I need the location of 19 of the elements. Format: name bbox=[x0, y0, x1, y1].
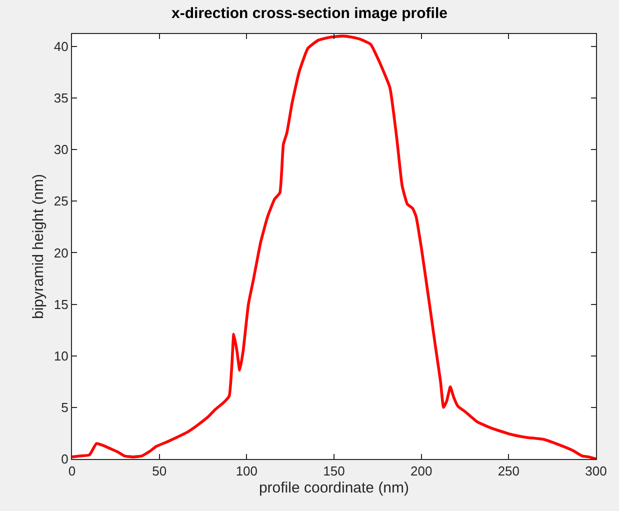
x-tick-label: 100 bbox=[236, 464, 258, 479]
y-tick-label: 10 bbox=[54, 348, 68, 364]
x-tick-label: 200 bbox=[410, 464, 432, 479]
y-tick-label: 40 bbox=[54, 38, 68, 54]
line-series bbox=[72, 34, 596, 459]
y-tick-label: 35 bbox=[54, 90, 68, 106]
x-tick-label: 250 bbox=[498, 464, 520, 479]
y-tick-label: 25 bbox=[54, 194, 68, 209]
y-tick-label: 0 bbox=[61, 452, 68, 467]
y-tick-label: 5 bbox=[61, 400, 68, 415]
x-tick-label: 300 bbox=[585, 464, 607, 479]
x-tick-label: 150 bbox=[323, 464, 345, 479]
chart-title: x-direction cross-section image profile bbox=[172, 5, 448, 22]
y-tick-label: 30 bbox=[54, 142, 68, 158]
x-tick-label: 50 bbox=[152, 464, 167, 479]
y-axis-title: bipyramid height (nm) bbox=[30, 174, 48, 320]
y-tick-label: 20 bbox=[54, 245, 68, 260]
x-axis-title: profile coordinate (nm) bbox=[258, 480, 410, 497]
y-tick-label: 15 bbox=[54, 296, 68, 312]
